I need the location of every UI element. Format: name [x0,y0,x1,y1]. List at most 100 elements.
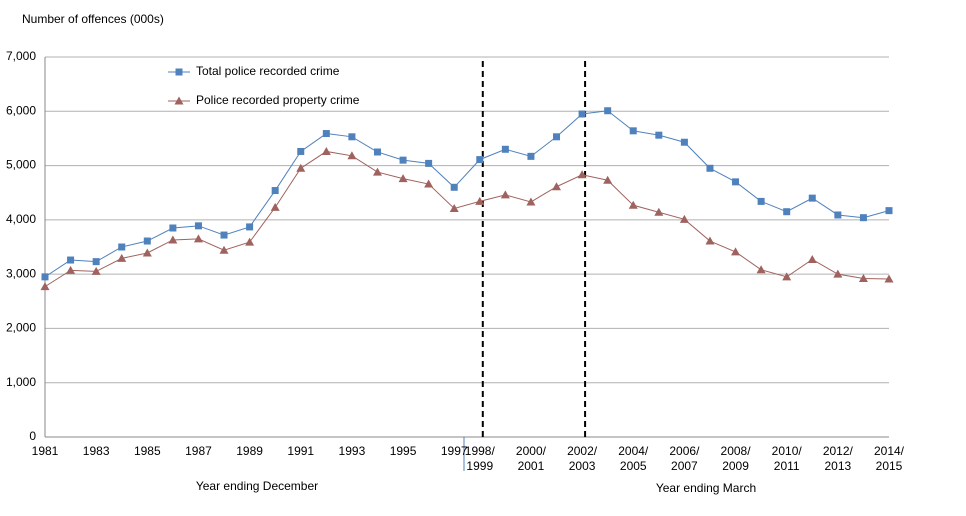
marker [424,179,434,188]
y-tick-label: 0 [29,429,36,443]
marker [654,207,664,216]
marker [731,247,741,256]
marker [174,96,184,105]
y-axis-title: Number of offences (000s) [22,12,164,26]
y-tick-label: 2,000 [6,321,36,335]
annotation: Year ending March [656,481,756,495]
marker [245,237,255,246]
marker [578,110,586,118]
marker [552,182,562,191]
marker [833,269,843,278]
marker [807,254,817,263]
marker [603,175,613,184]
marker [66,265,76,274]
marker [296,163,306,172]
marker [40,282,50,291]
legend-label: Total police recorded crime [196,64,340,78]
marker [271,187,279,195]
y-tick-label: 4,000 [6,212,36,226]
marker [782,272,792,281]
marker [680,138,688,146]
x-tick-label: 1989 [236,444,263,458]
series-line [44,110,890,278]
marker [117,253,127,262]
marker [757,197,765,205]
marker [91,266,101,275]
y-tick-label: 5,000 [6,158,36,172]
marker [501,145,509,153]
marker [859,214,867,222]
x-tick-label: 1983 [83,444,110,458]
x-tick-label: 1981 [32,444,59,458]
marker [118,243,126,251]
marker [220,231,228,239]
x-tick-label: 2000/2001 [516,444,547,473]
marker [526,197,536,206]
marker [476,156,484,164]
marker [321,146,331,155]
x-tick-label: 2006/2007 [669,444,700,473]
x-tick-label: 2008/2009 [721,444,752,473]
marker [41,273,49,281]
marker [270,202,280,211]
marker [577,170,587,179]
x-tick-label: 2004/2005 [618,444,649,473]
x-tick-label: 1987 [185,444,212,458]
marker [398,174,408,183]
marker [450,183,458,191]
marker [425,159,433,167]
marker [175,68,183,76]
marker [553,133,561,141]
marker [92,258,100,266]
marker [655,131,663,139]
y-tick-label: 6,000 [6,103,36,117]
y-tick-label: 1,000 [6,375,36,389]
marker [372,167,382,176]
marker [500,190,510,199]
marker [628,200,638,209]
marker [732,178,740,186]
marker [348,133,356,141]
marker [373,148,381,156]
marker [858,273,868,282]
marker [219,245,229,254]
x-tick-label: 2012/2013 [823,444,854,473]
marker [67,256,75,264]
marker [706,164,714,172]
x-tick-label: 1997 [441,444,468,458]
x-tick-label: 2010/2011 [772,444,803,473]
marker [604,107,612,115]
marker [629,127,637,135]
marker [527,152,535,160]
marker [705,236,715,245]
marker [169,224,177,232]
marker [783,208,791,216]
marker [399,156,407,164]
y-tick-label: 7,000 [6,49,36,63]
marker [142,248,152,257]
x-tick-label: 1985 [134,444,161,458]
x-tick-label: 1993 [339,444,366,458]
legend-label: Police recorded property crime [196,93,360,107]
marker [884,274,894,283]
marker [756,265,766,274]
marker [193,234,203,243]
marker [168,235,178,244]
annotation: Year ending December [196,479,318,493]
x-tick-label: 2002/2003 [567,444,598,473]
x-tick-label: 1998/1999 [465,444,496,473]
x-tick-label: 2014/2015 [874,444,905,473]
x-tick-label: 1995 [390,444,417,458]
x-tick-label: 1991 [287,444,314,458]
marker [322,130,330,138]
series-line [44,150,890,288]
marker [885,207,893,215]
marker [449,203,459,212]
marker [297,147,305,155]
y-tick-label: 3,000 [6,266,36,280]
marker [347,151,357,160]
marker [475,196,485,205]
marker [808,194,816,202]
marker [194,222,202,230]
